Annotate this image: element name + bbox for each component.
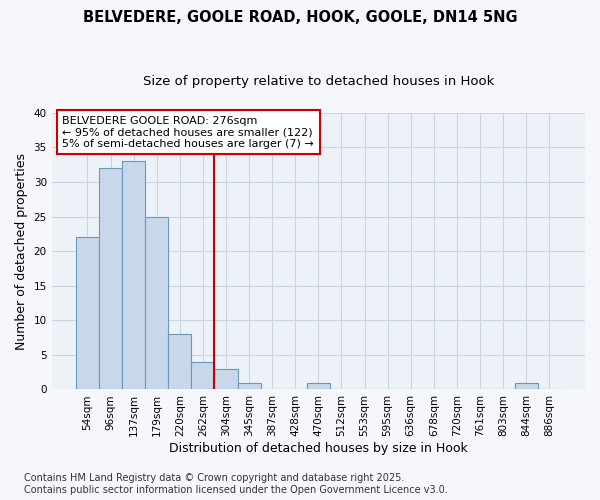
Text: BELVEDERE GOOLE ROAD: 276sqm
← 95% of detached houses are smaller (122)
5% of se: BELVEDERE GOOLE ROAD: 276sqm ← 95% of de… xyxy=(62,116,314,148)
Bar xyxy=(122,161,145,390)
Text: BELVEDERE, GOOLE ROAD, HOOK, GOOLE, DN14 5NG: BELVEDERE, GOOLE ROAD, HOOK, GOOLE, DN14… xyxy=(83,10,517,25)
X-axis label: Distribution of detached houses by size in Hook: Distribution of detached houses by size … xyxy=(169,442,468,455)
Bar xyxy=(99,168,122,390)
Bar xyxy=(307,382,330,390)
Title: Size of property relative to detached houses in Hook: Size of property relative to detached ho… xyxy=(143,75,494,88)
Bar xyxy=(145,216,168,390)
Bar xyxy=(76,238,99,390)
Y-axis label: Number of detached properties: Number of detached properties xyxy=(15,152,28,350)
Bar xyxy=(191,362,214,390)
Bar xyxy=(214,368,238,390)
Bar xyxy=(238,382,260,390)
Text: Contains HM Land Registry data © Crown copyright and database right 2025.
Contai: Contains HM Land Registry data © Crown c… xyxy=(24,474,448,495)
Bar xyxy=(168,334,191,390)
Bar xyxy=(515,382,538,390)
